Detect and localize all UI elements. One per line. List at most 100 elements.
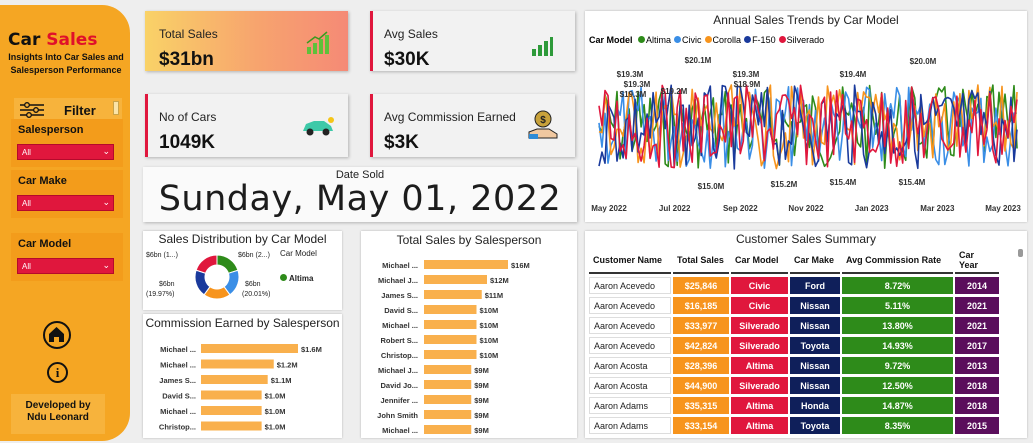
total-sales-cell: $33,977 <box>673 317 729 334</box>
donut-slice-silverado[interactable] <box>195 254 218 274</box>
commission-chart: Commission Earned by Salesperson Michael… <box>143 314 342 438</box>
car-make-cell: Nissan <box>790 317 840 334</box>
chart-title: Total Sales by Salesperson <box>396 233 542 247</box>
table-scrollbar[interactable] <box>1018 249 1023 257</box>
data-label: $1.0M <box>265 423 286 432</box>
trend-plot-area: $19.3M$20.1M$19.3M$19.2M$19.3M$18.9M$19.… <box>591 56 1021 213</box>
legend-label: Altima <box>288 274 314 283</box>
home-icon <box>49 327 64 342</box>
table-row[interactable]: Aaron Acevedo $16,185 Civic Nissan 5.11% 2021 <box>589 297 999 314</box>
bar[interactable] <box>424 320 477 329</box>
bar[interactable] <box>424 335 477 344</box>
bar[interactable] <box>424 365 472 374</box>
category-label: Christop... <box>381 351 418 360</box>
legend-item-altima[interactable]: Altima <box>280 274 313 283</box>
bar[interactable] <box>424 395 472 404</box>
header-avg-commission-rate[interactable]: Avg Commission Rate <box>842 248 953 274</box>
car-model-dropdown[interactable]: All ⌄ <box>17 258 114 274</box>
home-button[interactable] <box>43 321 71 349</box>
table-row[interactable]: Aaron Acevedo $33,977 Silverado Nissan 13.80… <box>589 317 999 334</box>
legend-item-altima[interactable]: Altima <box>638 35 671 45</box>
header-total-sales[interactable]: Total Sales <box>673 248 729 274</box>
table-row[interactable]: Aaron Acevedo $25,846 Civic Ford 8.72% 2014 <box>589 277 999 294</box>
data-label: $9M <box>474 381 489 390</box>
chart-legend: Car Model Altima Civic Corolla F-150 Silvera… <box>589 35 824 45</box>
data-label: $20.0M <box>910 57 937 66</box>
bar-growth-icon <box>532 37 553 56</box>
table-header-row: Customer Name Total Sales Car Model Car … <box>589 248 999 274</box>
kpi-avg-commission: Avg Commission Earned $3K $ <box>370 94 575 157</box>
header-customer-name[interactable]: Customer Name <box>589 248 671 274</box>
chevron-down-icon: ⌄ <box>102 146 110 156</box>
table-row[interactable]: Aaron Adams $33,154 Altima Toyota 8.35% 2015 <box>589 417 999 434</box>
total-sales-cell: $28,396 <box>673 357 729 374</box>
bar[interactable] <box>424 305 477 314</box>
bar[interactable] <box>424 260 508 269</box>
customer-name-cell: Aaron Acevedo <box>589 317 671 334</box>
total-sales-cell: $44,900 <box>673 377 729 394</box>
card-accent <box>370 94 373 157</box>
legend-dot-icon <box>638 36 646 43</box>
filter-scrollbar[interactable] <box>113 101 119 115</box>
bar[interactable] <box>201 344 298 353</box>
category-label: David S... <box>162 392 196 401</box>
data-label: $19.3M <box>617 70 644 79</box>
legend-item-silverado[interactable]: Silverado <box>778 35 824 45</box>
car-year-cell: 2021 <box>955 317 999 334</box>
dropdown-value: All <box>22 199 31 208</box>
legend-item-f-150[interactable]: F-150 <box>744 35 776 45</box>
legend-dot-icon <box>744 36 752 43</box>
donut-slice-altima[interactable] <box>216 254 239 274</box>
category-label: Michael J... <box>378 366 418 375</box>
customer-sales-summary: Customer Sales Summary Customer Name Tot… <box>585 231 1027 438</box>
slicer-title: Salesperson <box>18 124 84 136</box>
bar[interactable] <box>201 359 274 369</box>
bar[interactable] <box>424 410 472 419</box>
info-button[interactable]: i <box>47 362 68 383</box>
car-year-cell: 2015 <box>955 417 999 434</box>
total-sales-cell: $42,824 <box>673 337 729 354</box>
car-make-cell: Ford <box>790 277 840 294</box>
car-icon <box>303 117 334 136</box>
chevron-down-icon: ⌄ <box>102 197 110 207</box>
table-row[interactable]: Aaron Adams $35,315 Altima Honda 14.87% 2018 <box>589 397 999 414</box>
bar[interactable] <box>201 421 262 431</box>
data-label: $1.2M <box>277 361 298 370</box>
slicer-salesperson: Salesperson All ⌄ <box>11 119 123 167</box>
bar[interactable] <box>424 425 472 434</box>
data-label: $15.2M <box>771 180 798 189</box>
bar[interactable] <box>424 290 482 299</box>
car-make-dropdown[interactable]: All ⌄ <box>17 195 114 211</box>
car-make-cell: Toyota <box>790 337 840 354</box>
car-make-cell: Toyota <box>790 417 840 434</box>
header-car-make[interactable]: Car Make <box>790 248 840 274</box>
chart-title: Commission Earned by Salesperson <box>145 316 340 330</box>
header-car-year[interactable]: Car Year <box>955 248 999 274</box>
chevron-down-icon: ⌄ <box>102 260 110 270</box>
car-year-cell: 2014 <box>955 277 999 294</box>
filter-header[interactable]: Filter <box>14 98 122 122</box>
bar[interactable] <box>201 375 268 384</box>
table-row[interactable]: Aaron Acosta $44,900 Silverado Nissan 12.50%… <box>589 377 999 394</box>
header-car-model[interactable]: Car Model <box>731 248 788 274</box>
kpi-title: Total Sales <box>159 27 218 41</box>
car-make-cell: Nissan <box>790 377 840 394</box>
table-row[interactable]: Aaron Acevedo $42,824 Silverado Toyota 14.93… <box>589 337 999 354</box>
legend-item-corolla[interactable]: Corolla <box>704 35 742 45</box>
bar[interactable] <box>424 275 487 284</box>
data-label: $1.0M <box>265 392 286 401</box>
legend-label: Corolla <box>712 35 742 45</box>
total-sales-by-salesperson-chart: Total Sales by Salesperson Michael ... $1… <box>361 231 577 438</box>
bar[interactable] <box>201 390 262 400</box>
bar[interactable] <box>201 406 262 415</box>
legend-item-civic[interactable]: Civic <box>674 35 702 45</box>
commission-rate-cell: 14.93% <box>842 337 953 354</box>
bar[interactable] <box>424 350 477 359</box>
salesperson-dropdown[interactable]: All ⌄ <box>17 144 114 160</box>
kpi-title: Avg Commission Earned <box>384 110 516 124</box>
car-model-cell: Civic <box>731 277 788 294</box>
data-label: $19.3M <box>624 80 651 89</box>
total-sales-cell: $33,154 <box>673 417 729 434</box>
table-row[interactable]: Aaron Acosta $28,396 Altima Nissan 9.72% 2013 <box>589 357 999 374</box>
bar[interactable] <box>424 380 472 389</box>
